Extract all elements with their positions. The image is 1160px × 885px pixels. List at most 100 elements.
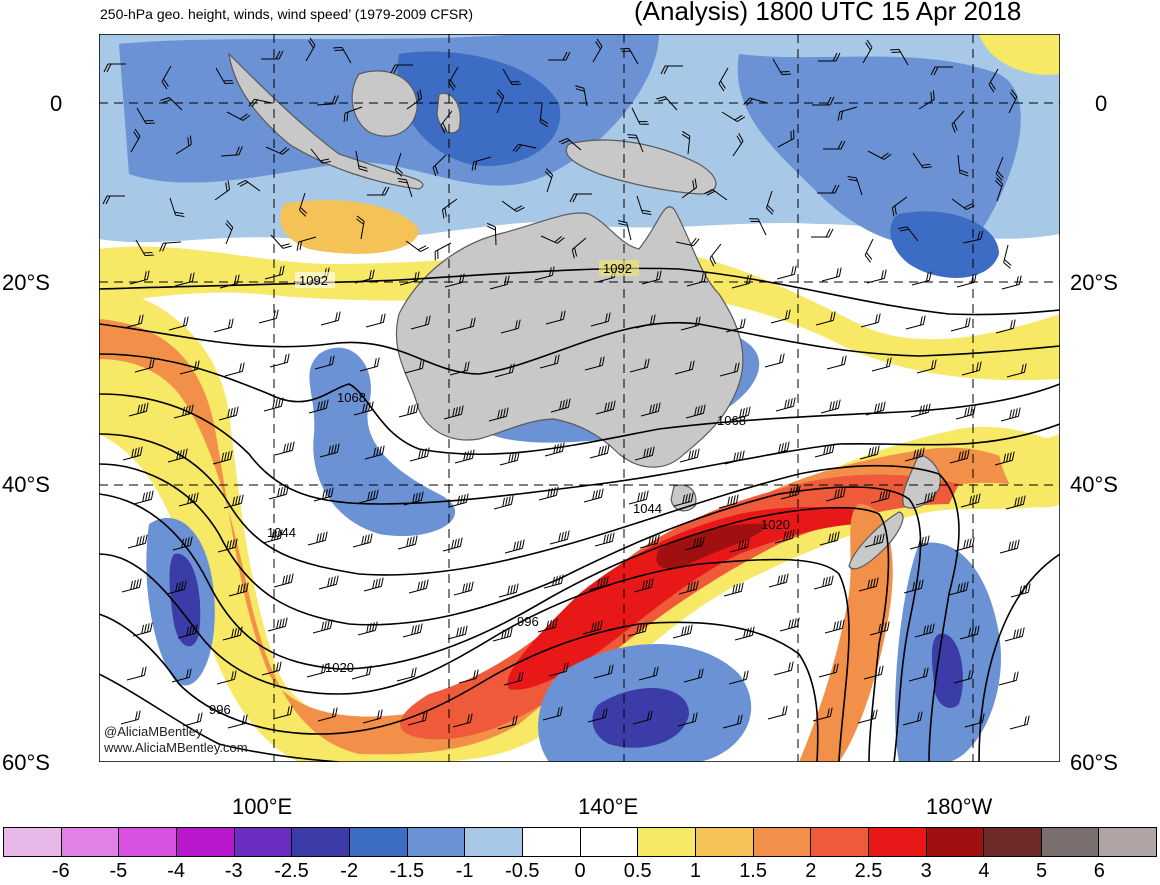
wind-barb (1003, 244, 1012, 269)
wind-barb (909, 535, 930, 550)
wind-barb (123, 314, 144, 329)
wind-barb (904, 447, 925, 462)
wind-barb (102, 195, 125, 205)
contour-label: 1044 (267, 525, 296, 540)
new-zealand-south (848, 511, 904, 570)
wind-barb (448, 66, 459, 91)
wind-barb (458, 669, 479, 684)
wind-barb (213, 318, 234, 333)
contour-996 (99, 613, 819, 762)
wind-barb (837, 106, 858, 121)
wind-barb (264, 265, 285, 280)
wind-barb (635, 314, 656, 329)
wind-barb (863, 665, 884, 680)
wind-barb (498, 583, 519, 598)
colorbar-swatch (1099, 828, 1157, 856)
wind-barb (719, 362, 740, 377)
wind-barb (867, 150, 892, 160)
wind-barb (583, 488, 604, 503)
wind-barb (685, 404, 706, 419)
wind-barb (169, 197, 185, 217)
wind-speed-anomaly-shading (99, 34, 1060, 762)
wind-barb (262, 529, 283, 544)
wind-barb (721, 111, 746, 122)
wind-barb (633, 578, 654, 593)
wind-barb (1006, 363, 1027, 378)
wind-barb (540, 235, 565, 244)
wind-barb (544, 442, 565, 457)
wind-barb (592, 38, 603, 63)
wind-barb (629, 358, 650, 373)
contour-1056 (99, 393, 1060, 505)
wind-barb (212, 450, 233, 465)
wind-barb (405, 240, 429, 253)
wind-barb (595, 400, 616, 415)
wind-barb (120, 710, 141, 725)
wind-barb (396, 667, 417, 682)
wind-barb (590, 312, 611, 327)
wind-barb (263, 397, 284, 412)
contour-label: 1092 (299, 273, 328, 288)
wind-barb (261, 661, 282, 676)
wind-barb (777, 129, 795, 148)
wind-barb (772, 58, 791, 76)
wind-barb (865, 401, 886, 416)
wind-barb (631, 107, 649, 125)
lat-label-60s-right: 60°S (1070, 750, 1118, 775)
contour-1068 (99, 353, 1060, 456)
wind-barb (362, 709, 383, 724)
contour-1092 (99, 267, 1060, 316)
wind-barb (316, 95, 339, 106)
contour-1020 (99, 493, 890, 762)
wind-barb (1009, 715, 1030, 730)
wind-barb (683, 668, 704, 683)
wind-barb (587, 708, 608, 723)
wind-barb (135, 239, 154, 257)
wind-barb (364, 445, 385, 460)
credit-site: www.AliciaMBentley.com (104, 740, 248, 755)
wind-barb (765, 190, 775, 215)
wind-barb (814, 443, 835, 458)
wind-barb (351, 665, 372, 680)
colorbar-swatch (407, 828, 466, 856)
wind-barb (318, 575, 339, 590)
wind-barb (497, 715, 518, 730)
wind-barb (126, 666, 147, 681)
wind-barb (722, 714, 743, 729)
wind-barb (501, 200, 525, 213)
wind-barb (961, 361, 982, 376)
colorbar-tick-label: 6 (1093, 860, 1105, 882)
colorbar-tick-label: 0 (574, 860, 586, 882)
wind-barb (678, 580, 699, 595)
contour-labels: 1092 1092 1068 1068 1044 1044 1020 1020 … (209, 260, 790, 717)
wind-barb (352, 533, 373, 548)
wind-barb (824, 619, 845, 634)
wind-barb (869, 621, 890, 636)
wind-barb (452, 713, 473, 728)
wind-barb (768, 573, 789, 588)
wind-barb (955, 405, 976, 420)
colorbar-swatch (638, 828, 696, 856)
wind-barb (171, 668, 192, 683)
colorbar-tick-label: 5 (1036, 860, 1048, 882)
wind-barb (182, 712, 203, 727)
wind-barb (890, 48, 909, 66)
colorbar-swatch (61, 828, 120, 856)
wind-barb (915, 491, 936, 506)
wind-barb (410, 315, 431, 330)
wind-barb (258, 309, 279, 324)
height-contours (99, 267, 1060, 762)
wind-barb (226, 111, 251, 121)
wind-barb (680, 316, 701, 331)
wind-barb (228, 582, 249, 597)
wind-barb (902, 711, 923, 726)
wind-barb (773, 661, 794, 676)
wind-barb (584, 356, 605, 371)
wind-barb (365, 313, 386, 328)
wind-barb (217, 538, 238, 553)
wind-barb (857, 709, 878, 724)
wind-barbs (102, 37, 1031, 730)
jet-stream-max (507, 507, 869, 690)
wind-barb (542, 706, 563, 721)
wind-barb (905, 315, 926, 330)
